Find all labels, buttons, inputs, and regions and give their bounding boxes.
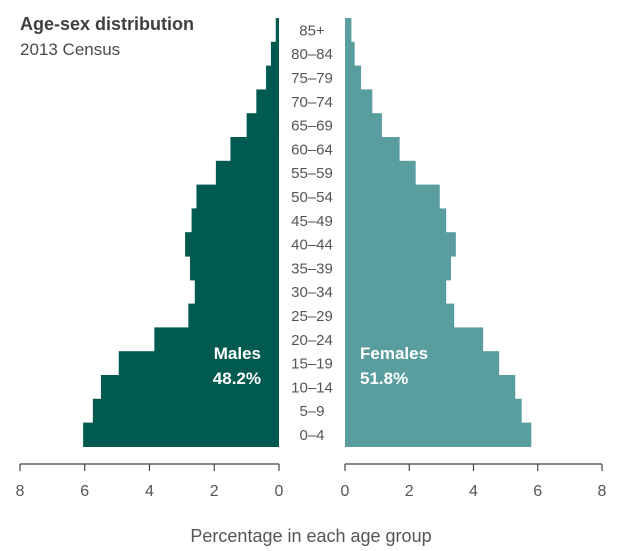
female-bar: [345, 184, 440, 209]
female-bar: [345, 232, 456, 257]
female-bar: [345, 351, 500, 376]
female-bar: [345, 422, 532, 447]
female-bar: [345, 208, 447, 233]
male-bar: [230, 137, 279, 162]
series-name-label: Females: [360, 344, 428, 363]
chart-subtitle: 2013 Census: [20, 40, 121, 59]
female-bar: [345, 375, 516, 400]
age-group-label: 35–39: [291, 260, 333, 277]
age-group-label: 85+: [299, 22, 325, 39]
female-bar: [345, 89, 373, 114]
x-tick-label: 4: [469, 483, 478, 500]
age-group-label: 20–24: [291, 332, 333, 349]
series-total-label: 48.2%: [213, 369, 261, 388]
male-bar: [266, 65, 279, 90]
age-group-label: 5–9: [299, 403, 324, 420]
age-group-label: 0–4: [299, 427, 324, 444]
age-group-label: 10–14: [291, 379, 333, 396]
male-bar: [83, 422, 279, 447]
female-bar: [345, 279, 447, 305]
x-tick-label: 0: [341, 483, 350, 500]
age-group-label: 60–64: [291, 141, 333, 158]
female-bar: [345, 65, 362, 90]
age-group-label: 65–69: [291, 118, 333, 135]
x-tick-label: 6: [533, 483, 542, 500]
x-tick-label: 0: [275, 483, 284, 500]
male-bar: [188, 303, 279, 328]
male-bar: [189, 256, 279, 281]
age-group-label: 45–49: [291, 213, 333, 230]
x-axis-title: Percentage in each age group: [190, 526, 431, 546]
x-tick-label: 8: [16, 483, 25, 500]
x-tick-label: 2: [210, 483, 219, 500]
male-bar: [270, 41, 279, 67]
male-bar: [215, 160, 279, 186]
male-bar: [275, 18, 279, 43]
female-bar: [345, 160, 416, 186]
male-bar: [118, 351, 280, 376]
age-group-label: 70–74: [291, 94, 333, 111]
female-bar: [345, 256, 452, 281]
female-bar: [345, 137, 400, 162]
female-bar: [345, 18, 352, 43]
age-group-label: 40–44: [291, 237, 333, 254]
age-group-label: 15–19: [291, 356, 333, 373]
female-bar: [345, 41, 355, 67]
age-group-label: 50–54: [291, 189, 333, 206]
age-group-label: 80–84: [291, 46, 333, 63]
male-bar: [92, 398, 279, 424]
female-bar: [345, 113, 382, 138]
age-group-label: 55–59: [291, 165, 333, 182]
age-group-label: 25–29: [291, 308, 333, 325]
female-bar: [345, 327, 484, 352]
male-bar: [185, 232, 279, 257]
chart-title: Age-sex distribution: [20, 14, 195, 34]
female-bar: [345, 303, 455, 328]
x-tick-label: 6: [80, 483, 89, 500]
female-bar: [345, 398, 522, 424]
male-bar: [196, 184, 279, 209]
male-bar: [100, 375, 279, 400]
series-total-label: 51.8%: [360, 369, 408, 388]
series-name-label: Males: [214, 344, 261, 363]
male-bar: [256, 89, 279, 114]
age-group-label: 30–34: [291, 284, 333, 301]
x-tick-label: 2: [405, 483, 414, 500]
x-tick-label: 4: [145, 483, 154, 500]
male-bar: [246, 113, 280, 138]
male-bar: [154, 327, 279, 352]
x-tick-label: 8: [598, 483, 607, 500]
male-bar: [194, 279, 279, 305]
male-bar: [191, 208, 279, 233]
age-group-label: 75–79: [291, 70, 333, 87]
